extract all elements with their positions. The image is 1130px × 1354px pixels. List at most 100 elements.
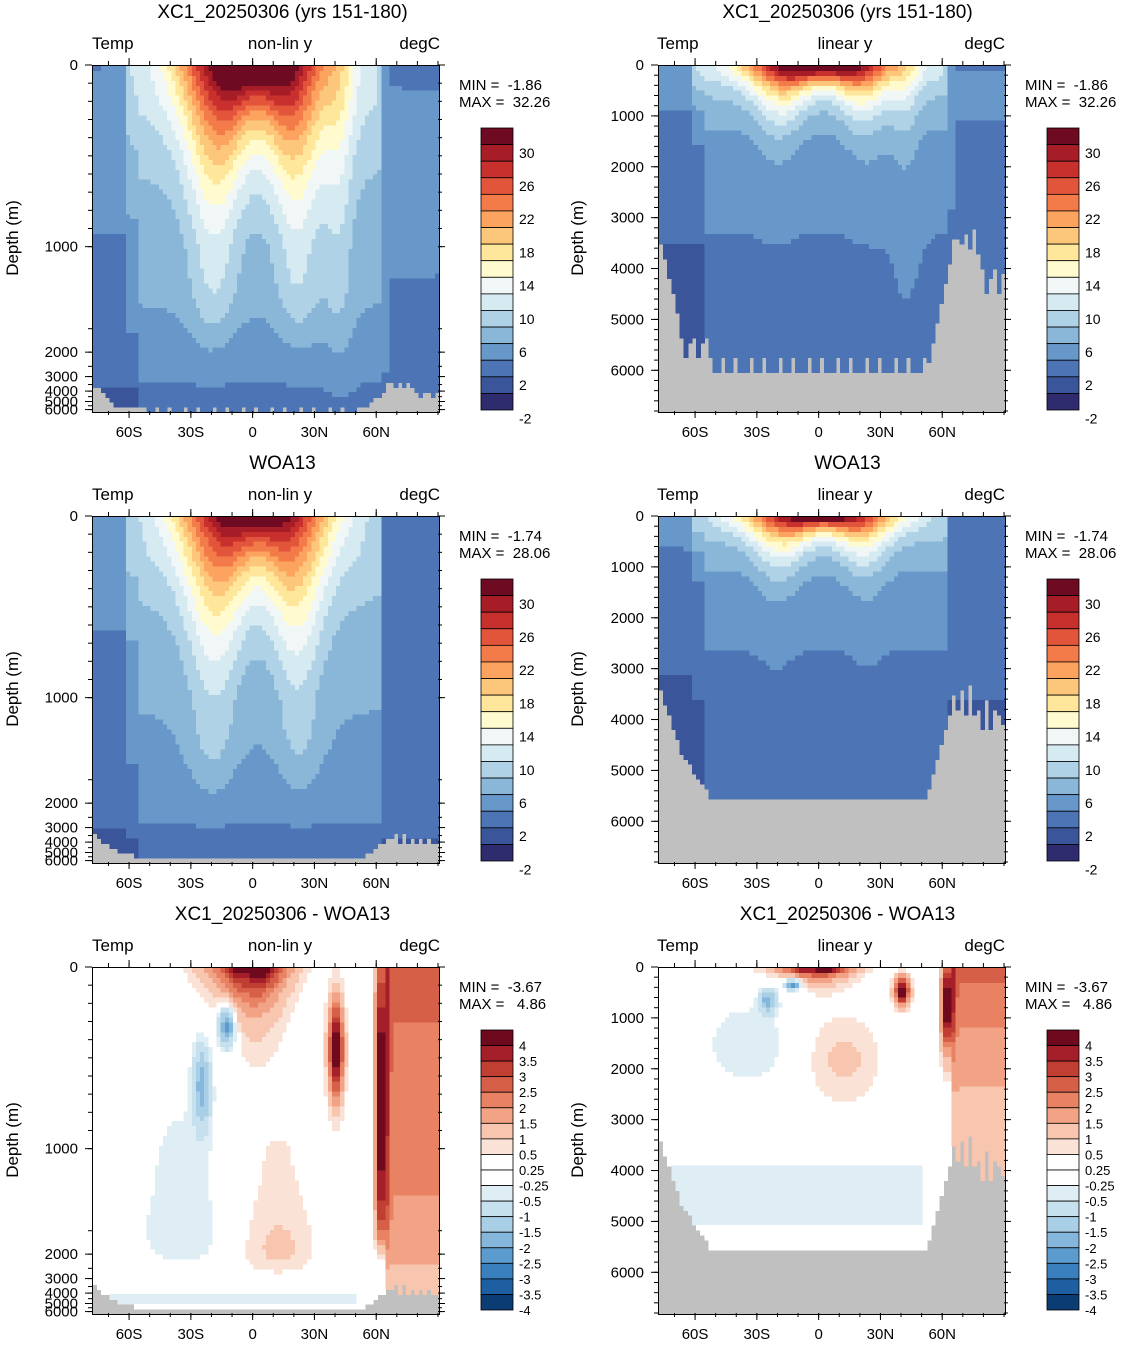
field-cell [113,130,119,136]
field-cell [138,392,144,398]
field-cell [130,95,135,102]
field-cell [125,337,131,344]
field-cell [249,313,255,319]
field-cell [142,278,148,285]
field-cell [154,298,160,304]
field-cell [266,318,271,324]
field-cell [270,120,275,126]
field-cell [200,125,205,131]
field-cell [356,362,362,369]
field-cell [204,337,209,344]
field-cell [377,204,382,210]
field-cell [216,387,222,393]
field-cell [216,313,222,319]
field-cell [158,169,164,176]
field-cell [303,110,308,117]
field-cell [331,135,337,141]
field-cell [381,204,387,210]
field-cell [237,273,242,280]
field-cell [154,357,160,364]
field-cell [249,263,255,270]
field-cell [373,194,378,201]
field-cell [130,130,135,136]
field-cell [134,367,139,374]
field-cell [368,332,374,339]
field-cell [290,303,296,309]
field-cell [373,243,378,250]
field-cell [109,293,115,299]
field-cell [323,263,329,270]
field-cell [191,115,197,121]
field-cell [208,382,214,388]
field-cell [368,150,374,156]
field-cell [187,189,193,196]
field-cell [216,100,222,107]
field-cell [204,224,209,230]
field-cell [389,80,395,87]
field-cell [187,392,193,398]
field-cell [113,194,119,201]
field-cell [233,243,238,250]
field-cell [208,392,214,398]
field-cell [348,263,354,270]
field-cell [167,75,172,82]
field-cell [130,318,135,324]
field-cell [228,357,234,364]
field-cell [158,140,164,146]
field-cell [257,229,263,235]
field-cell [298,327,304,334]
field-cell [200,199,205,205]
field-cell [286,382,292,388]
field-cell [270,169,275,176]
field-cell [212,268,218,275]
field-cell [249,357,255,364]
field-cell [344,347,349,354]
field-cell [257,150,263,156]
field-cell [290,263,296,270]
field-cell [352,268,358,275]
field-cell [257,135,263,141]
field-cell [344,407,349,412]
field-cell [187,85,193,92]
field-cell [130,70,135,77]
field-cell [175,154,181,161]
field-cell [216,407,222,412]
field-cell [348,367,354,374]
field-cell [336,154,341,161]
field-cell [323,130,329,136]
field-cell [142,224,148,230]
field-cell [249,283,255,290]
field-cell [134,288,139,294]
field-cell [327,258,333,265]
field-cell [331,174,337,181]
field-cell [187,100,193,107]
field-cell [130,224,135,230]
field-cell [237,392,242,398]
field-cell [195,303,201,309]
field-cell [191,189,197,196]
field-cell [158,303,164,309]
field-cell [344,367,349,374]
field-cell [191,268,197,275]
field-cell [278,154,284,161]
field-cell [307,234,312,240]
field-cell [266,278,271,285]
field-cell [253,332,259,339]
field-cell [208,258,214,265]
field-cell [245,293,251,299]
field-cell [303,327,308,334]
field-cell [138,229,144,235]
field-cell [179,372,185,378]
field-cell [331,377,337,383]
field-cell [266,303,271,309]
field-cell [315,80,321,87]
field-cell [294,407,300,412]
field-cell [360,80,366,87]
field-cell [200,75,205,82]
field-cell [117,70,123,77]
field-cell [204,367,209,374]
field-cell [224,362,230,369]
field-cell [179,130,185,136]
field-cell [216,293,222,299]
field-cell [105,347,111,354]
